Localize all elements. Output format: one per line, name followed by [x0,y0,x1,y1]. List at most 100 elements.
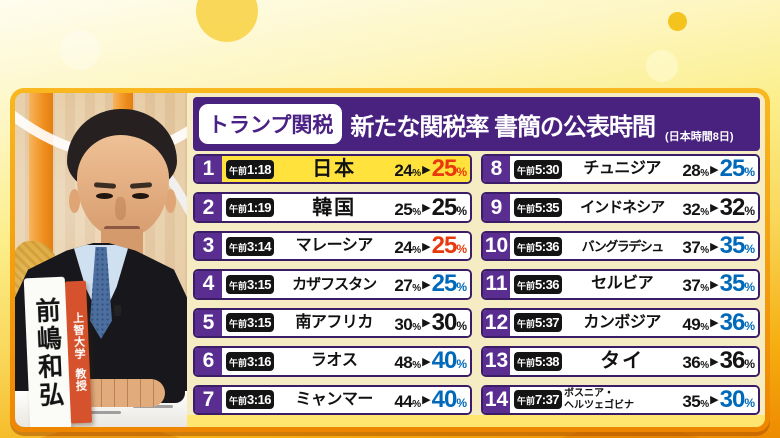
country-name: セルビア [591,275,654,293]
time-value: 3:15 [247,276,272,292]
tariff-rates: 35% ▶ 30% [682,385,755,413]
percent-sign: % [456,357,467,372]
time-badge: 午前 3:16 [226,390,275,410]
table-row: 2 午前 1:19 韓国 25% ▶ 25% [193,192,472,223]
old-rate: 36 [682,353,701,373]
person-eye [96,193,113,199]
arrow-icon: ▶ [422,202,431,215]
percent-sign: % [700,245,710,257]
time-badge: 午前 5:30 [514,159,563,179]
tariff-rates: 32% ▶ 32% [682,193,755,221]
new-rate: 25 [719,155,746,183]
table-column-left: 1 午前 1:18 日本 24% ▶ 25% 2 午前 1:19 韓国 25% ▶ 25% … [193,154,472,415]
percent-sign: % [744,165,755,180]
old-rate: 37 [682,238,701,258]
arrow-icon: ▶ [710,394,719,407]
percent-sign: % [700,206,710,218]
board-header: トランプ関税 新たな関税率 書簡の公表時間 (日本時間8日) [193,97,760,151]
time-value: 3:16 [247,392,272,408]
percent-sign: % [744,242,755,257]
time-badge: 午前 3:15 [226,313,275,333]
percent-sign: % [456,242,467,257]
am-label: 午前 [517,396,536,407]
rank-number: 1 [195,156,222,183]
new-rate: 30 [719,385,746,413]
row-body: 午前 5:38 タイ 36% ▶ 36% [510,348,758,375]
row-body: 午前 3:15 南アフリカ 30% ▶ 30% [222,309,470,337]
main-panel: 前嶋和弘 上智大学 教授 トランプ関税 新たな関税率 書簡の公表時間 (日本時間… [10,88,770,432]
new-rate: 25 [431,193,458,221]
arrow-icon: ▶ [422,394,431,407]
guest-affiliation: 上智大学 [71,311,86,361]
percent-sign: % [412,398,422,410]
time-badge: 午前 5:36 [514,236,563,256]
old-rate: 44 [394,391,413,411]
old-rate: 25 [394,199,413,219]
country-name: バングラデシュ [581,238,665,254]
table-row: 12 午前 5:37 カンボジア 49% ▶ 36% [481,307,760,339]
tariff-rates: 44% ▶ 40% [394,385,467,413]
time-badge: 午前 5:38 [514,351,563,371]
table-row: 7 午前 3:16 ミャンマー 44% ▶ 40% [193,384,472,415]
guest-nameplate: 前嶋和弘 上智大学 教授 [23,276,93,427]
time-value: 3:16 [247,353,272,369]
topic-badge: トランプ関税 [199,104,343,144]
table-row: 13 午前 5:38 タイ 36% ▶ 36% [481,346,760,377]
new-rate: 32 [719,193,746,221]
rank-number: 14 [483,386,510,413]
row-body: 午前 5:37 カンボジア 49% ▶ 36% [510,308,758,337]
time-value: 5:38 [535,353,560,369]
time-value: 3:14 [247,238,272,254]
row-body: 午前 3:16 ミャンマー 44% ▶ 40% [222,385,470,413]
tariff-rates: 30% ▶ 30% [394,310,467,336]
table-column-right: 8 午前 5:30 チュニジア 28% ▶ 25% 9 午前 5:35 インドネシア 3… [481,154,760,415]
new-rate: 40 [431,385,458,413]
arrow-icon: ▶ [422,163,431,176]
old-rate: 24 [394,238,413,258]
row-body: 午前 5:30 チュニジア 28% ▶ 25% [510,155,758,183]
decor-circle [646,50,678,82]
country-name: チュニジア [583,160,661,178]
percent-sign: % [412,168,422,180]
percent-sign: % [412,283,422,295]
tariff-rates: 36% ▶ 36% [682,348,755,374]
rank-number: 8 [483,156,510,183]
am-label: 午前 [229,165,248,176]
person-tie [90,247,112,339]
tariff-rates: 49% ▶ 36% [682,308,755,336]
am-label: 午前 [517,165,536,176]
rank-number: 3 [195,232,222,260]
percent-sign: % [456,165,467,180]
country-name: カンボジア [583,313,661,331]
am-label: 午前 [229,396,248,407]
old-rate: 35 [682,391,701,411]
percent-sign: % [744,203,755,218]
rank-number: 10 [483,232,510,260]
new-rate: 40 [431,347,458,375]
table-row: 1 午前 1:18 日本 24% ▶ 25% [193,154,472,185]
time-value: 5:36 [535,276,560,292]
percent-sign: % [744,318,755,333]
country-name: インドネシア [580,199,665,217]
country-name: ミャンマー [295,390,373,408]
country-name: 南アフリカ [295,313,373,331]
row-body: 午前 1:19 韓国 25% ▶ 25% [222,193,470,221]
time-badge: 午前 5:37 [514,313,563,333]
arrow-icon: ▶ [710,202,719,215]
tariff-rates: 37% ▶ 35% [682,271,755,297]
country-name: カザフスタン [292,275,377,293]
person-face [77,135,169,237]
percent-sign: % [700,283,710,295]
percent-sign: % [456,318,467,333]
new-rate: 36 [719,308,746,336]
percent-sign: % [744,395,755,410]
time-badge: 午前 1:18 [226,159,275,179]
decor-circle [60,30,100,70]
am-label: 午前 [517,204,536,215]
new-rate: 25 [431,270,458,298]
row-body: 午前 5:36 バングラデシュ 37% ▶ 35% [510,232,758,260]
new-rate: 35 [719,232,746,260]
am-label: 午前 [229,204,248,215]
table-row: 3 午前 3:14 マレーシア 24% ▶ 25% [193,230,472,262]
old-rate: 30 [394,314,413,334]
